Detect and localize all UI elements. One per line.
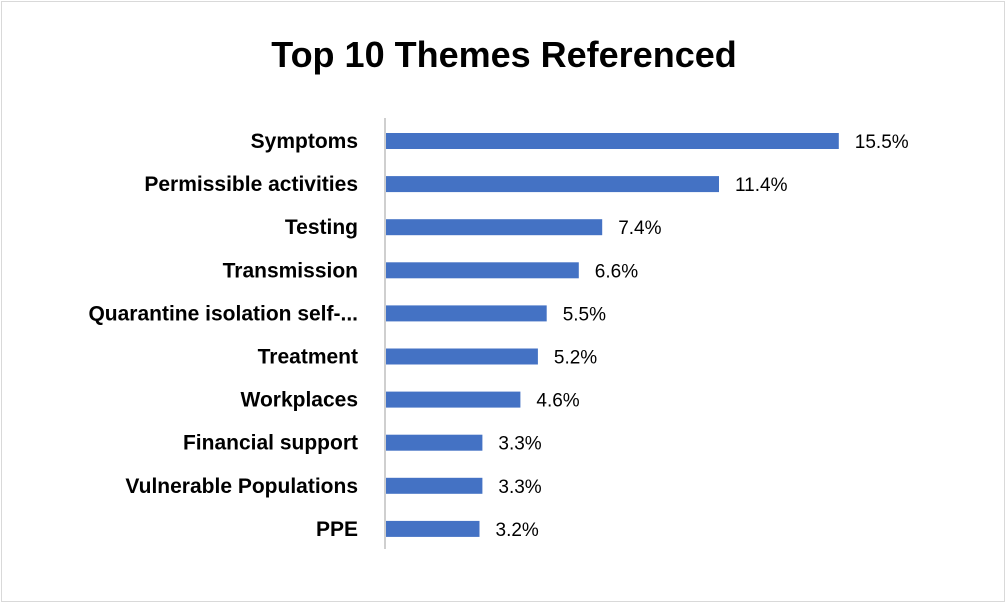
bar-3 [386,219,603,236]
data-label: 7.4% [618,218,661,239]
category-label: Transmission [223,259,358,282]
data-label: 3.3% [498,434,541,455]
chart-title: Top 10 Themes Referenced [271,34,737,75]
bar-10 [386,520,480,537]
data-label: 11.4% [735,175,788,196]
data-label: 3.2% [496,520,539,541]
labels-layer: Symptoms 15.5% Permissible activities 11.4%… [88,130,908,541]
data-label: 15.5% [855,132,909,153]
category-label: PPE [316,518,358,541]
category-label: Symptoms [251,130,358,153]
category-label: Workplaces [241,389,359,412]
bar-4 [386,262,579,279]
data-label: 6.6% [595,261,638,282]
category-label: Testing [285,216,358,239]
category-label: Financial support [183,432,358,455]
bar-5 [386,305,547,322]
category-label: Treatment [258,346,358,369]
category-label: Quarantine isolation self-... [88,302,358,325]
category-label: Vulnerable Populations [125,475,358,498]
bar-2 [386,176,719,193]
data-label: 4.6% [536,391,579,412]
bars-layer [386,133,839,537]
data-label: 5.5% [563,304,606,325]
data-label: 5.2% [554,348,597,369]
bar-7 [386,391,521,408]
bar-8 [386,434,483,451]
data-label: 3.3% [498,477,541,498]
bar-1 [386,133,839,149]
category-label: Permissible activities [144,173,358,196]
bar-9 [386,477,483,494]
bar-6 [386,348,538,365]
